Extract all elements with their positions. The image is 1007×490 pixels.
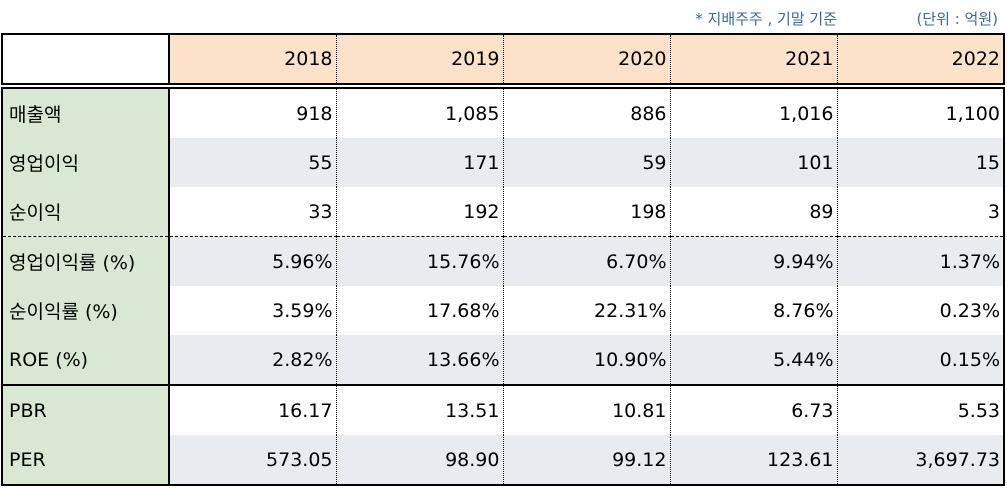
table-cell: 55 — [169, 138, 337, 187]
table-cell: 1,016 — [670, 87, 838, 138]
row-label: 순이익 — [1, 187, 170, 237]
table-row-operating-profit: 영업이익 55 171 59 101 15 — [1, 138, 1005, 187]
table-cell: 3 — [837, 187, 1005, 237]
table-row-net-margin: 순이익률 (%) 3.59% 17.68% 22.31% 8.76% 0.23% — [1, 286, 1005, 335]
header-row: 2018 2019 2020 2021 2022 — [1, 33, 1005, 85]
table-cell: 0.15% — [837, 335, 1005, 385]
basis-note: * 지배주주 , 기말 기준 — [695, 10, 837, 28]
row-label: 영업이익 — [1, 138, 170, 187]
row-label: PER — [1, 435, 170, 486]
table-cell: 171 — [336, 138, 504, 187]
table-cell: 0.23% — [837, 286, 1005, 335]
table-cell: 1.37% — [837, 236, 1005, 286]
table-cell: 33 — [169, 187, 337, 237]
table-cell: 15 — [837, 138, 1005, 187]
table-cell: 15.76% — [336, 236, 504, 286]
table-cell: 198 — [503, 187, 671, 237]
table-cell: 5.96% — [169, 236, 337, 286]
row-label: 영업이익률 (%) — [1, 236, 170, 286]
table-cell: 5.53 — [837, 384, 1005, 435]
table-notes: * 지배주주 , 기말 기준 (단위 : 억원) — [0, 6, 1007, 30]
year-header-2021: 2021 — [670, 33, 838, 85]
table-row-net-income: 순이익 33 192 198 89 3 — [1, 187, 1005, 237]
row-label: PBR — [1, 384, 170, 435]
table-cell: 6.70% — [503, 236, 671, 286]
table-cell: 1,100 — [837, 87, 1005, 138]
table-cell: 1,085 — [336, 87, 504, 138]
table-row-operating-margin: 영업이익률 (%) 5.96% 15.76% 6.70% 9.94% 1.37% — [1, 236, 1005, 286]
table-cell: 16.17 — [169, 384, 337, 435]
table-cell: 192 — [336, 187, 504, 237]
year-header-2022: 2022 — [837, 33, 1005, 85]
table-row-revenue: 매출액 918 1,085 886 1,016 1,100 — [1, 87, 1005, 138]
table-cell: 886 — [503, 87, 671, 138]
table-cell: 2.82% — [169, 335, 337, 385]
table-cell: 59 — [503, 138, 671, 187]
header-corner-cell — [1, 33, 170, 85]
row-label: 매출액 — [1, 87, 170, 138]
table-cell: 10.81 — [503, 384, 671, 435]
row-label: 순이익률 (%) — [1, 286, 170, 335]
table-row-roe: ROE (%) 2.82% 13.66% 10.90% 5.44% 0.15% — [1, 335, 1005, 385]
table-cell: 123.61 — [670, 435, 838, 486]
table-cell: 17.68% — [336, 286, 504, 335]
table-cell: 99.12 — [503, 435, 671, 486]
year-header-2019: 2019 — [336, 33, 504, 85]
table-cell: 8.76% — [670, 286, 838, 335]
financial-summary-table: 2018 2019 2020 2021 2022 매출액 918 1,085 8… — [1, 33, 1005, 486]
table-cell: 918 — [169, 87, 337, 138]
table-cell: 6.73 — [670, 384, 838, 435]
year-header-2020: 2020 — [503, 33, 671, 85]
table-cell: 3,697.73 — [837, 435, 1005, 486]
table-cell: 5.44% — [670, 335, 838, 385]
table-cell: 13.51 — [336, 384, 504, 435]
table-cell: 101 — [670, 138, 838, 187]
table-cell: 22.31% — [503, 286, 671, 335]
table-cell: 89 — [670, 187, 838, 237]
table-row-per: PER 573.05 98.90 99.12 123.61 3,697.73 — [1, 435, 1005, 486]
table-cell: 9.94% — [670, 236, 838, 286]
table-cell: 10.90% — [503, 335, 671, 385]
unit-note: (단위 : 억원) — [916, 10, 999, 28]
table-cell: 573.05 — [169, 435, 337, 486]
year-header-2018: 2018 — [169, 33, 337, 85]
row-label: ROE (%) — [1, 335, 170, 385]
table-cell: 98.90 — [336, 435, 504, 486]
table-cell: 3.59% — [169, 286, 337, 335]
table-row-pbr: PBR 16.17 13.51 10.81 6.73 5.53 — [1, 384, 1005, 435]
table-cell: 13.66% — [336, 335, 504, 385]
